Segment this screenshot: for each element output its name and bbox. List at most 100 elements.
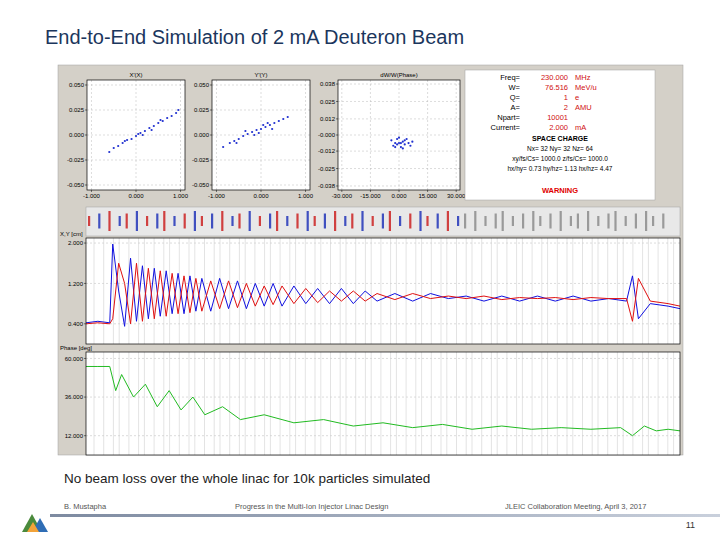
points xyxy=(222,116,289,148)
element-boundary xyxy=(264,238,265,344)
particle xyxy=(159,119,161,121)
section-title: SPACE CHARGE xyxy=(532,135,588,142)
param-value: 10001 xyxy=(547,113,568,122)
particle xyxy=(177,109,179,111)
grid-line xyxy=(86,358,680,359)
particle xyxy=(124,140,126,142)
element-boundary xyxy=(547,238,548,344)
element-marker xyxy=(211,214,213,229)
param-value: 1 xyxy=(564,93,568,102)
element-boundary xyxy=(648,238,649,344)
particle xyxy=(269,124,271,126)
param-value: 230.000 xyxy=(541,73,568,82)
particle xyxy=(142,134,144,136)
element-marker xyxy=(457,216,459,226)
element-marker xyxy=(126,214,128,229)
element-marker xyxy=(238,214,240,229)
element-boundary xyxy=(289,238,290,344)
screenshot-frame xyxy=(58,65,683,455)
param-value: 76.516 xyxy=(545,83,568,92)
element-boundary xyxy=(94,238,95,344)
element-marker xyxy=(108,211,110,231)
element-boundary xyxy=(632,238,633,344)
element-boundary xyxy=(380,238,381,344)
particle xyxy=(396,143,398,145)
element-boundary xyxy=(623,238,624,344)
element-boundary xyxy=(673,238,674,344)
series-line xyxy=(86,263,680,324)
element-boundary xyxy=(547,352,548,455)
grid-line xyxy=(212,135,310,136)
element-marker xyxy=(296,214,298,229)
element-boundary xyxy=(557,352,558,455)
particle xyxy=(157,122,159,124)
particle xyxy=(108,151,110,153)
tick-label: -0.012 xyxy=(318,148,336,154)
particle xyxy=(409,145,411,147)
tick-label: 0.000 xyxy=(391,193,407,199)
particle xyxy=(242,135,244,137)
element-boundary xyxy=(245,238,246,344)
element-boundary xyxy=(491,238,492,344)
particle xyxy=(258,132,260,134)
element-marker xyxy=(382,214,384,229)
element-boundary xyxy=(648,352,649,455)
element-boundary xyxy=(371,238,372,344)
element-marker xyxy=(361,211,363,231)
param-unit: MHz xyxy=(575,73,591,82)
element-marker xyxy=(136,211,138,231)
element-marker xyxy=(324,214,326,229)
particle xyxy=(394,142,396,144)
element-boundary xyxy=(229,352,230,455)
param-label: Current= xyxy=(491,123,521,132)
element-marker xyxy=(484,216,486,226)
element-boundary xyxy=(305,238,306,344)
element-boundary xyxy=(446,352,447,455)
tick-label: 0.000 xyxy=(69,132,85,138)
element-boundary xyxy=(472,238,473,344)
element-marker xyxy=(512,216,514,226)
particle xyxy=(130,138,132,140)
element-marker xyxy=(88,216,90,226)
tick-label: 30.000 xyxy=(447,193,466,199)
grid-line xyxy=(261,80,262,190)
particle xyxy=(267,122,269,124)
element-boundary xyxy=(128,238,129,344)
element-boundary xyxy=(541,352,542,455)
param-value: 2 xyxy=(564,103,568,112)
plot-title: dW/W(Phase) xyxy=(380,72,417,78)
grid-line xyxy=(91,80,92,190)
tick-label: 0.000 xyxy=(128,193,144,199)
plot-area xyxy=(212,80,310,190)
grid-line xyxy=(370,80,371,190)
tick-label: -0.025 xyxy=(318,166,336,172)
particle xyxy=(390,139,392,141)
element-marker xyxy=(447,211,449,231)
grid-line xyxy=(338,135,460,136)
element-boundary xyxy=(189,352,190,455)
element-marker xyxy=(662,214,664,229)
element-marker xyxy=(146,216,148,226)
particle xyxy=(404,143,406,145)
plot-frame xyxy=(86,238,680,344)
element-boundary xyxy=(658,238,659,344)
particle xyxy=(244,130,246,132)
element-boundary xyxy=(204,352,205,455)
element-boundary xyxy=(532,238,533,344)
element-boundary xyxy=(481,238,482,344)
footer-bar xyxy=(50,514,720,517)
element-boundary xyxy=(154,352,155,455)
element-boundary xyxy=(138,352,139,455)
element-boundary xyxy=(103,352,104,455)
caption: No beam loss over the whole linac for 10… xyxy=(64,471,430,486)
grid-line xyxy=(180,80,181,190)
grid-line xyxy=(216,80,217,190)
param-unit: mA xyxy=(575,123,586,132)
element-boundary xyxy=(406,352,407,455)
param-label: Freq= xyxy=(500,73,520,82)
footer-meeting: JLEIC Collaboration Meeting, April 3, 20… xyxy=(505,502,646,511)
element-marker xyxy=(495,214,497,229)
particle xyxy=(166,117,168,119)
param-line: Nx= 32 Ny= 32 Nz= 64 xyxy=(527,145,593,153)
element-boundary xyxy=(179,238,180,344)
